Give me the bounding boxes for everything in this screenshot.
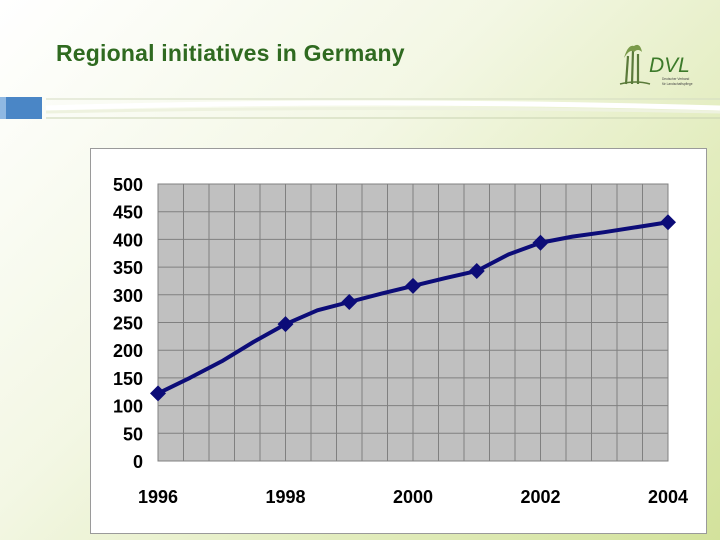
plot-border <box>157 183 669 462</box>
y-tick-label: 250 <box>113 314 143 334</box>
slide-title: Regional initiatives in Germany <box>56 40 405 66</box>
y-tick-label: 300 <box>113 286 143 306</box>
dvl-logo: DVL Deutscher Verband für Landschaftspfl… <box>619 44 693 86</box>
y-tick-label: 200 <box>113 341 143 361</box>
x-tick-label: 1996 <box>138 487 178 507</box>
data-point-marker <box>660 214 676 231</box>
data-point-marker <box>277 316 294 333</box>
x-tick-label: 2000 <box>393 487 433 507</box>
x-tick-label: 2002 <box>520 487 560 507</box>
y-tick-label: 0 <box>133 452 143 472</box>
header-accent-highlight <box>0 97 6 119</box>
x-tick-label: 2004 <box>648 487 688 507</box>
logo-subtext-2: für Landschaftspflege <box>662 82 693 86</box>
data-point-marker <box>150 385 166 402</box>
data-point-marker <box>532 234 549 251</box>
y-tick-label: 400 <box>113 230 143 250</box>
line-chart: 0 50 100 150 200 250 300 350 400 450 500 1996 1998 20… <box>113 175 688 507</box>
data-point-marker <box>468 262 485 279</box>
logo-text: DVL <box>649 54 690 77</box>
header-divider <box>0 97 720 119</box>
y-tick-label: 150 <box>113 369 143 389</box>
data-point-marker <box>341 294 358 311</box>
logo-subtext-1: Deutscher Verband <box>662 77 690 81</box>
x-tick-label: 1998 <box>265 487 305 507</box>
y-tick-label: 450 <box>113 203 143 223</box>
data-point-marker <box>405 277 421 294</box>
tree-icon <box>619 44 651 85</box>
header-accent-block <box>0 97 42 119</box>
y-tick-label: 100 <box>113 397 143 417</box>
y-tick-label: 500 <box>113 175 143 195</box>
y-tick-label: 350 <box>113 258 143 278</box>
y-tick-label: 50 <box>123 424 143 444</box>
